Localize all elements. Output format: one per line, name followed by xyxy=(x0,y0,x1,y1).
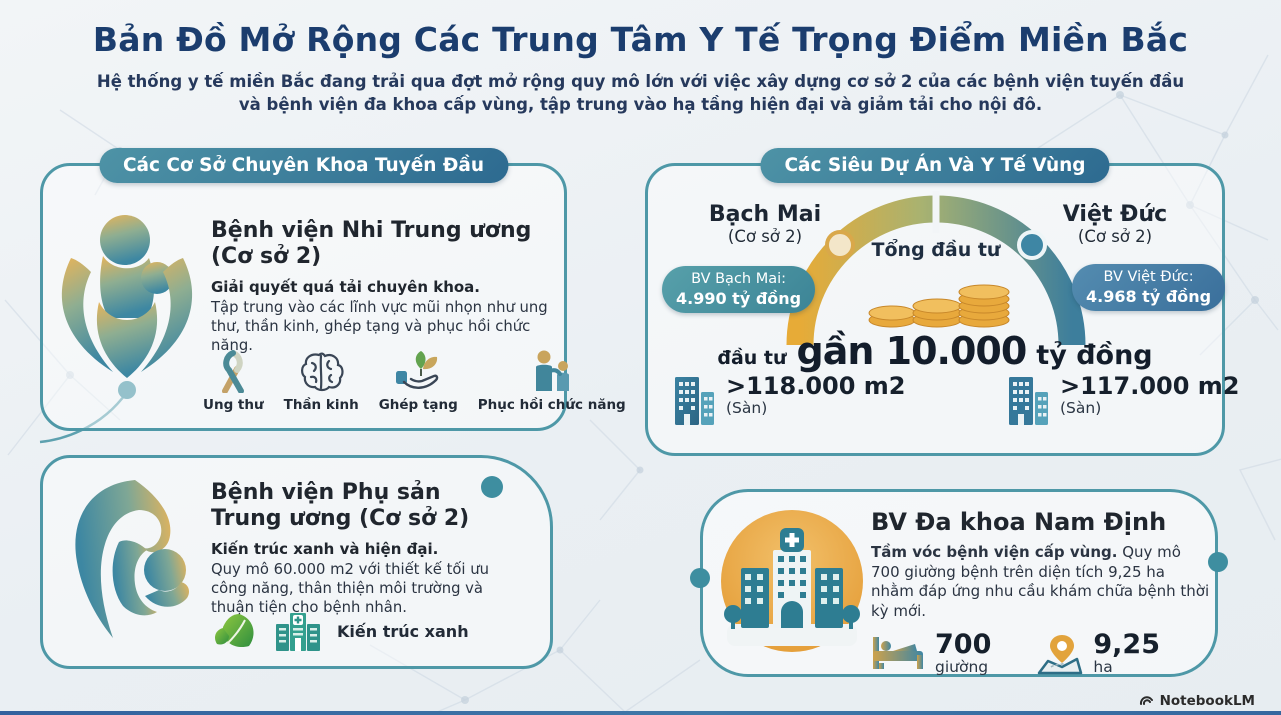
children-hospital-title: Bệnh viện Nhi Trung ương (Cơ sở 2) xyxy=(211,218,532,269)
bachmai-badge-line1: BV Bạch Mai: xyxy=(691,271,787,287)
feature-cancer: Ung thư xyxy=(203,349,264,413)
hospital-campus-icon xyxy=(721,510,863,652)
bachmai-investment-badge: BV Bạch Mai: 4.990 tỷ đồng xyxy=(662,266,816,314)
feature-rehab: Phục hồi chức năng xyxy=(478,349,626,413)
connector-dot xyxy=(690,568,710,588)
building-icon xyxy=(1009,377,1048,425)
bachmai-sub: (Cơ sở 2) xyxy=(727,227,803,246)
namdinh-hospital-panel: BV Đa khoa Nam Định Tầm vóc bệnh viện cấ… xyxy=(700,489,1218,677)
feature-cancer-label: Ung thư xyxy=(203,397,264,413)
notebooklm-watermark: NotebookLM xyxy=(1139,693,1255,709)
page-subtitle: Hệ thống y tế miền Bắc đang trải qua đợt… xyxy=(0,70,1281,116)
maternity-hospital-title: Bệnh viện Phụ sản Trung ương (Cơ sở 2) xyxy=(211,480,470,531)
namdinh-body-text: Quy mô 700 giường bệnh trên diện tích 9,… xyxy=(871,543,1210,620)
green-hospital-icon xyxy=(276,613,320,651)
bachmai-area-unit: (Sàn) xyxy=(726,399,768,418)
beds-stat: 700 giường xyxy=(871,631,991,676)
page-title: Bản Đồ Mở Rộng Các Trung Tâm Y Tế Trọng … xyxy=(92,20,1189,59)
feature-neurology: Thần kinh xyxy=(284,351,359,413)
child-in-hands-icon xyxy=(61,215,193,378)
mega-projects-header: Các Siêu Dự Án Và Y Tế Vùng xyxy=(760,148,1110,183)
bachmai-area-value: >118.000 m2 xyxy=(726,372,906,400)
children-hospital-body: Tập trung vào các lĩnh vực mũi nhọn như … xyxy=(211,298,548,355)
specialist-hospitals-panel: Các Cơ Sở Chuyên Khoa Tuyến Đầu Bệnh việ… xyxy=(40,148,626,431)
subtitle-line-2: và bệnh viện đa khoa cấp vùng, tập trung… xyxy=(238,95,1043,115)
subtitle-line-1: Hệ thống y tế miền Bắc đang trải qua đợt… xyxy=(96,72,1185,91)
hospital-bed-icon xyxy=(873,636,923,669)
brain-icon xyxy=(301,352,344,392)
feature-rehab-label: Phục hồi chức năng xyxy=(477,397,626,413)
vietduc-area-value: >117.000 m2 xyxy=(1060,372,1240,400)
area-unit: ha xyxy=(1093,658,1113,677)
notebooklm-brand-text: NotebookLM xyxy=(1159,693,1255,709)
vietduc-name: Việt Đức xyxy=(1062,202,1168,227)
vietduc-badge-line2: 4.968 tỷ đồng xyxy=(1086,286,1212,306)
namdinh-body: Tầm vóc bệnh viện cấp vùng. Quy mô 700 g… xyxy=(871,543,1211,621)
beds-unit: giường xyxy=(935,658,989,677)
maternity-hospital-card: Bệnh viện Phụ sản Trung ương (Cơ sở 2) K… xyxy=(211,480,511,618)
investment-gauge-arc xyxy=(786,191,1086,346)
investment-prefix: đầu tư xyxy=(717,347,787,369)
total-investment-label: Tổng đầu tư xyxy=(871,239,1001,261)
investment-value: gần 10.000 xyxy=(796,329,1028,373)
maternity-hospital-highlight: Kiến trúc xanh và hiện đại. xyxy=(211,539,439,558)
coins-icon xyxy=(868,284,1010,328)
namdinh-title: BV Đa khoa Nam Định xyxy=(871,508,1167,536)
investment-total-line: đầu tư gần 10.000 tỷ đồng xyxy=(645,329,1225,373)
namdinh-highlight: Tầm vóc bệnh viện cấp vùng. xyxy=(871,543,1118,562)
feature-neurology-label: Thần kinh xyxy=(283,397,359,413)
area-value: 9,25 xyxy=(1093,629,1160,661)
hand-plant-icon xyxy=(396,351,439,389)
notebooklm-logo-icon xyxy=(1139,696,1153,705)
vietduc-label: Việt Đức (Cơ sở 2) xyxy=(1040,202,1190,246)
children-hospital-highlight: Giải quyết quá tải chuyên khoa. xyxy=(211,277,480,296)
children-hospital-card: Bệnh viện Nhi Trung ương (Cơ sở 2) Giải … xyxy=(211,218,571,356)
namdinh-stats-row: 700 giường 9,25 ha xyxy=(871,631,1211,676)
map-pin-icon xyxy=(1038,634,1083,675)
vietduc-investment-badge: BV Việt Đức: 4.968 tỷ đồng xyxy=(1072,264,1226,312)
cancer-ribbon-icon xyxy=(222,350,245,393)
maternity-hospital-panel: Bệnh viện Phụ sản Trung ương (Cơ sở 2) K… xyxy=(40,455,553,669)
connector-dot xyxy=(481,476,503,498)
beds-value: 700 xyxy=(935,629,992,661)
leaf-icon xyxy=(215,614,254,648)
bachmai-floor-area: >118.000 m2 (Sàn) xyxy=(672,372,906,428)
vietduc-badge-line1: BV Việt Đức: xyxy=(1103,269,1194,285)
investment-suffix: tỷ đồng xyxy=(1036,340,1153,371)
feature-transplant-label: Ghép tạng xyxy=(378,397,458,413)
connector-dot xyxy=(1208,552,1228,572)
vietduc-sub: (Cơ sở 2) xyxy=(1077,227,1153,246)
bottom-accent-strip xyxy=(0,711,1281,715)
specialist-panel-header: Các Cơ Sở Chuyên Khoa Tuyến Đầu xyxy=(98,148,509,183)
area-stat: 9,25 ha xyxy=(1035,631,1160,676)
green-architecture-row: Kiến trúc xanh xyxy=(211,608,469,654)
vietduc-floor-area: >117.000 m2 (Sàn) xyxy=(1006,372,1240,428)
feature-transplant: Ghép tạng xyxy=(379,349,458,413)
building-icon xyxy=(675,377,714,425)
vietduc-area-unit: (Sàn) xyxy=(1060,399,1102,418)
green-architecture-label: Kiến trúc xanh xyxy=(337,621,469,641)
rehab-person-icon xyxy=(535,350,569,391)
mother-baby-icon xyxy=(75,480,189,638)
bachmai-badge-line2: 4.990 tỷ đồng xyxy=(676,288,802,308)
bachmai-label: Bạch Mai (Cơ sở 2) xyxy=(690,202,840,246)
maternity-hospital-body: Quy mô 60.000 m2 với thiết kế tối ưu côn… xyxy=(211,560,489,617)
specialty-feature-row: Ung thư Thần kinh xyxy=(203,349,626,413)
bachmai-name: Bạch Mai xyxy=(708,202,822,227)
namdinh-card-content: BV Đa khoa Nam Định Tầm vóc bệnh viện cấ… xyxy=(871,508,1211,676)
